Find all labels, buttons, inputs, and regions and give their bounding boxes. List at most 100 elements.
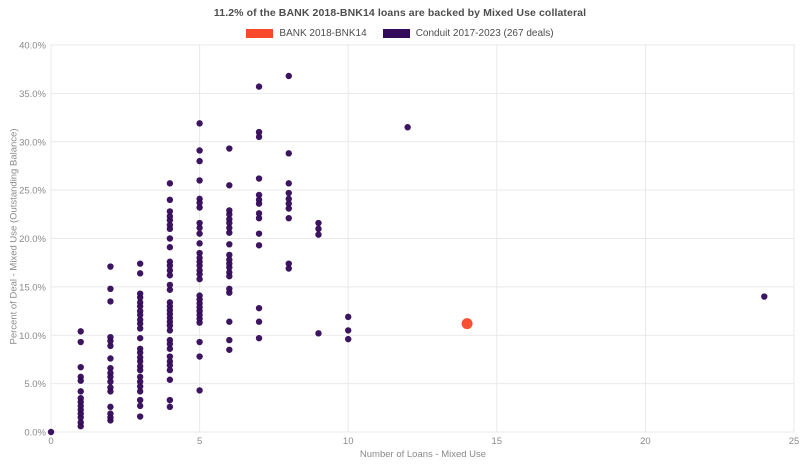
conduit-point[interactable] [166,327,174,334]
conduit-point[interactable] [77,388,84,395]
conduit-point[interactable] [196,319,203,326]
conduit-point[interactable] [285,150,292,157]
conduit-point[interactable] [255,175,263,182]
conduit-point[interactable] [166,267,174,274]
conduit-point[interactable] [255,318,263,325]
conduit-point[interactable] [107,378,114,385]
conduit-point[interactable] [166,366,174,374]
conduit-point[interactable] [196,338,203,346]
conduit-point[interactable] [166,340,174,348]
conduit-point[interactable] [107,285,114,293]
conduit-point[interactable] [77,328,84,335]
conduit-point[interactable] [255,200,263,207]
conduit-point[interactable] [136,373,144,381]
conduit-point[interactable] [136,325,144,332]
conduit-point[interactable] [226,211,233,218]
conduit-point[interactable] [166,208,174,215]
conduit-point[interactable] [107,388,114,395]
conduit-point[interactable] [166,196,174,203]
conduit-point[interactable] [226,145,233,152]
conduit-point[interactable] [166,180,174,187]
conduit-point[interactable] [226,336,233,344]
conduit-point[interactable] [136,334,144,342]
conduit-point[interactable] [315,231,322,238]
conduit-point[interactable] [345,335,352,343]
conduit-point[interactable] [255,191,263,199]
conduit-point[interactable] [226,264,233,271]
conduit-point[interactable] [255,334,263,342]
conduit-point[interactable] [226,273,233,280]
legend-item-conduit[interactable]: Conduit 2017-2023 (267 deals) [382,28,554,39]
conduit-point[interactable] [196,204,203,211]
conduit-point[interactable] [226,182,233,189]
conduit-point[interactable] [166,244,174,251]
conduit-point[interactable] [77,422,84,430]
conduit-point[interactable] [166,403,174,411]
conduit-point[interactable] [107,342,114,350]
conduit-point[interactable] [136,396,144,404]
conduit-point[interactable] [196,230,203,237]
conduit-point[interactable] [255,83,263,90]
conduit-point[interactable] [255,210,263,217]
conduit-point[interactable] [136,320,144,327]
conduit-point[interactable] [136,270,144,277]
conduit-point[interactable] [196,275,203,283]
conduit-point[interactable] [136,383,144,390]
conduit-point[interactable] [226,251,233,259]
conduit-point[interactable] [255,230,263,237]
conduit-point[interactable] [136,402,144,410]
conduit-point[interactable] [107,373,114,381]
conduit-point[interactable] [166,376,174,383]
conduit-point[interactable] [166,345,174,352]
conduit-point[interactable] [196,219,203,227]
conduit-point[interactable] [166,396,174,404]
conduit-point[interactable] [285,214,292,222]
conduit-point[interactable] [285,265,292,272]
conduit-point[interactable] [285,195,292,203]
conduit-point[interactable] [315,219,322,227]
conduit-point[interactable] [107,337,114,345]
conduit-point[interactable] [166,281,174,289]
conduit-point[interactable] [166,216,174,224]
conduit-point[interactable] [285,205,292,212]
conduit-point[interactable] [226,229,233,236]
conduit-point[interactable] [136,311,144,319]
conduit-point[interactable] [226,346,233,353]
conduit-point[interactable] [196,249,203,257]
conduit-point[interactable] [107,298,114,305]
conduit-point[interactable] [136,413,144,420]
conduit-point[interactable] [166,272,174,279]
conduit-point[interactable] [196,271,203,278]
conduit-point[interactable] [315,225,322,233]
conduit-point[interactable] [196,177,203,184]
conduit-point[interactable] [136,388,144,395]
conduit-point[interactable] [107,263,114,270]
conduit-point[interactable] [226,224,233,232]
conduit-point[interactable] [136,349,144,356]
conduit-point[interactable] [285,180,292,187]
conduit-point[interactable] [345,327,352,334]
conduit-point[interactable] [196,224,203,232]
conduit-point[interactable] [226,241,233,248]
conduit-point[interactable] [77,377,84,384]
conduit-point[interactable] [285,200,292,207]
conduit-point[interactable] [107,417,114,424]
conduit-point[interactable] [107,355,114,362]
conduit-point[interactable] [226,318,233,325]
conduit-point[interactable] [196,387,203,394]
conduit-point[interactable] [226,289,233,296]
conduit-point[interactable] [196,157,203,165]
legend-item-bank[interactable]: BANK 2018-BNK14 [246,28,367,39]
conduit-point[interactable] [166,235,174,242]
conduit-point[interactable] [166,353,174,360]
conduit-point[interactable] [255,133,263,141]
conduit-point[interactable] [196,199,203,206]
conduit-point[interactable] [77,363,84,371]
conduit-point[interactable] [255,304,263,312]
conduit-point[interactable] [404,124,411,131]
conduit-point[interactable] [761,293,768,300]
conduit-point[interactable] [196,353,203,360]
conduit-point[interactable] [255,242,263,249]
conduit-point[interactable] [136,303,144,310]
conduit-point[interactable] [196,120,203,127]
